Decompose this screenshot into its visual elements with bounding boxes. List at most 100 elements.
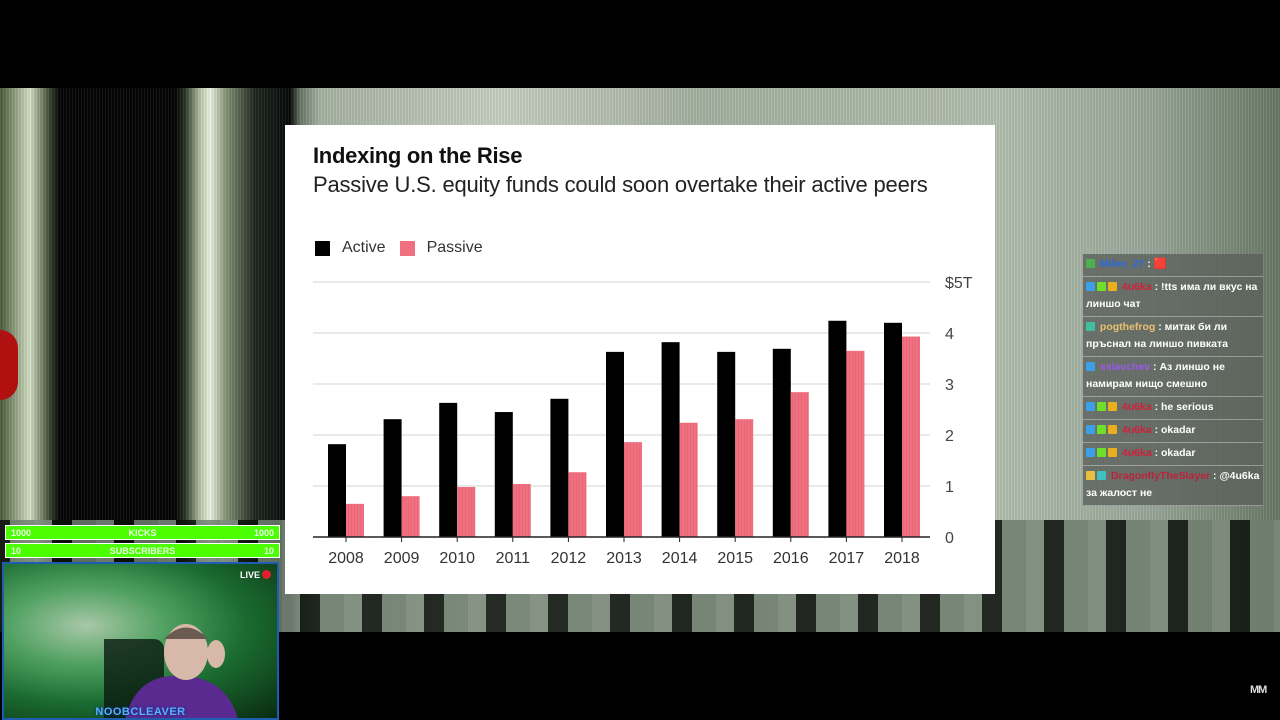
chat-username[interactable]: pogthefrog [1097, 321, 1159, 333]
bar-passive-2015 [735, 419, 754, 537]
x-tick-label: 2009 [384, 550, 420, 567]
streamer-name: NOOBCLEAVER [95, 706, 186, 718]
chat-username[interactable]: Milen_27 [1097, 258, 1148, 270]
user-badge-icon [1086, 402, 1095, 411]
chat-text: : okadar [1154, 447, 1196, 459]
user-badge-icon [1086, 322, 1095, 331]
goal-bars: 1000 KICKS 1000 10 SUBSCRIBERS 10 [5, 525, 280, 561]
user-badge-icon [1097, 402, 1106, 411]
bar-passive-2009 [401, 496, 420, 537]
chart-card: Indexing on the Rise Passive U.S. equity… [285, 125, 995, 594]
user-badge-icon [1108, 402, 1117, 411]
chat-overlay: Milen_27 : 🟥 4u6ka : !tts има ли вкус на… [1083, 254, 1263, 506]
chart-title: Indexing on the Rise [313, 143, 523, 168]
x-tick-label: 2013 [606, 550, 642, 567]
bar-passive-2014 [679, 422, 698, 537]
x-tick-label: 2011 [496, 550, 531, 567]
chat-text: : he serious [1154, 401, 1214, 413]
user-badge-icon [1086, 282, 1095, 291]
user-badge-icon [1086, 259, 1095, 268]
user-badge-icon [1086, 448, 1095, 457]
bar-passive-2016 [790, 392, 809, 537]
chat-message: 4u6ka : he serious [1083, 397, 1263, 420]
chat-username[interactable]: 4u6ka [1119, 281, 1155, 293]
kicks-target: 1000 [253, 527, 274, 538]
chat-username[interactable]: 4u6ka [1119, 424, 1155, 436]
video-red-object [0, 330, 18, 400]
y-tick-label: 0 [945, 530, 954, 547]
subscribers-current: 10 [11, 545, 22, 556]
subscribers-goal-bar: 10 SUBSCRIBERS 10 [5, 543, 280, 558]
bar-passive-2010 [457, 487, 476, 537]
legend-item-passive: Passive [399, 239, 483, 257]
bar-active-2014 [661, 342, 680, 537]
subscribers-target: 10 [263, 545, 274, 556]
bar-passive-2008 [346, 503, 364, 537]
x-tick-label: 2012 [551, 550, 587, 567]
user-badge-icon [1097, 448, 1106, 457]
kicks-label: KICKS [128, 527, 157, 538]
bar-active-2016 [772, 348, 791, 537]
chat-message: 4u6ka : okadar [1083, 420, 1263, 443]
bar-active-2010 [439, 402, 458, 537]
chat-text: : @4u6ka за жалост не [1086, 470, 1260, 499]
live-indicator: LIVE [240, 570, 271, 580]
user-badge-icon [1097, 425, 1106, 434]
legend-swatch-active [315, 240, 330, 256]
bar-active-2012 [550, 398, 569, 537]
chart-subtitle: Passive U.S. equity funds could soon ove… [313, 172, 928, 197]
bar-active-2008 [328, 444, 346, 537]
bar-active-2009 [383, 419, 402, 537]
chat-username[interactable]: DragonflyTheSlayer [1108, 470, 1214, 482]
y-tick-label: 2 [945, 428, 954, 445]
user-badge-icon [1108, 448, 1117, 457]
y-tick-label: 1 [945, 479, 954, 496]
chat-message: DragonflyTheSlayer : @4u6ka за жалост не [1083, 466, 1263, 506]
bar-passive-2017 [846, 350, 865, 537]
chat-username[interactable]: 4u6ka [1119, 401, 1155, 413]
chat-text: : okadar [1154, 424, 1196, 436]
user-badge-icon [1097, 282, 1106, 291]
chat-message: sslavchev : Аз линшо не намирам нищо сме… [1083, 357, 1263, 397]
bar-active-2015 [717, 351, 736, 537]
chart-legend: Active Passive [315, 239, 497, 257]
chat-message: Milen_27 : 🟥 [1083, 254, 1263, 277]
bar-passive-2011 [512, 483, 531, 537]
kicks-goal-bar: 1000 KICKS 1000 [5, 525, 280, 540]
x-tick-label: 2016 [773, 550, 809, 567]
streamer-silhouette [104, 624, 238, 718]
x-tick-label: 2010 [439, 550, 475, 567]
legend-label-passive: Passive [426, 239, 483, 256]
x-tick-label: 2015 [717, 550, 753, 567]
y-tick-label: 4 [945, 326, 954, 343]
user-badge-icon [1086, 425, 1095, 434]
bar-active-2018 [884, 322, 902, 537]
live-dot-icon [262, 570, 271, 579]
user-badge-icon [1086, 362, 1095, 371]
chat-text: : Аз линшо не намирам нищо смешно [1086, 361, 1225, 390]
subscribers-label: SUBSCRIBERS [109, 545, 176, 556]
webcam-feed: LIVE NOOBCLEAVER [2, 562, 279, 720]
user-badge-icon [1108, 425, 1117, 434]
bar-passive-2018 [902, 336, 920, 537]
chat-text: : 🟥 [1147, 258, 1167, 270]
user-badge-icon [1097, 471, 1106, 480]
x-tick-label: 2014 [662, 550, 698, 567]
legend-label-active: Active [342, 239, 386, 256]
legend-item-active: Active [315, 239, 386, 257]
legend-swatch-passive [399, 240, 415, 256]
kicks-current: 1000 [11, 527, 32, 538]
chat-username[interactable]: 4u6ka [1119, 447, 1155, 459]
channel-logo: MM [1250, 684, 1267, 696]
bar-passive-2012 [568, 472, 587, 537]
bar-active-2011 [494, 412, 513, 537]
bar-active-2017 [828, 320, 847, 537]
user-badge-icon [1086, 471, 1095, 480]
bar-chart: 0 1 2 3 4 $5T 2008 2009 2010 2011 2012 2013 2014 2015… [313, 275, 973, 567]
x-tick-label: 2018 [884, 550, 920, 567]
chat-username[interactable]: sslavchev [1097, 361, 1154, 373]
chat-text: : митак би ли пръснал на линшо пивката [1086, 321, 1228, 350]
live-label: LIVE [239, 570, 260, 580]
y-tick-label: $5T [945, 275, 973, 292]
user-badge-icon [1108, 282, 1117, 291]
